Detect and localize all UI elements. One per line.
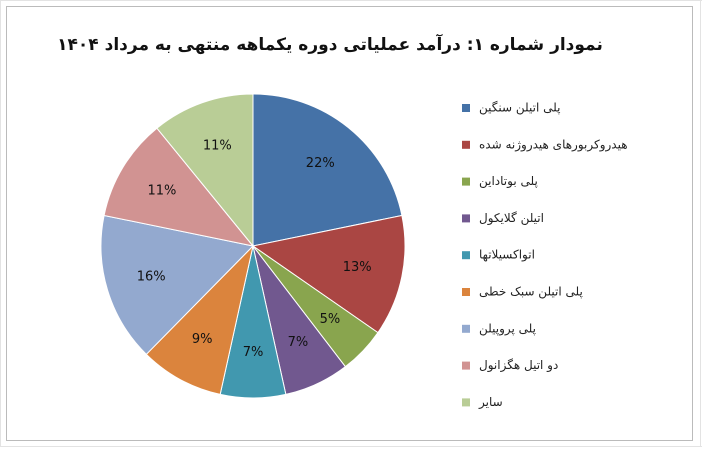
data-label: 11% [203,138,232,153]
pie-slice [156,93,254,248]
legend-swatch [462,398,470,407]
legend-label: پلی اتیلن سنگین [479,101,560,116]
legend-label: دو اتیل هگزانول [479,358,558,373]
pie-slice [252,93,403,247]
legend-label: اتیلن گلایکول [479,211,544,226]
legend-swatch [462,361,470,370]
legend-swatch [462,324,470,333]
legend-label: پلی اتیلن سبک خطی [479,285,583,300]
legend-label: سایر [478,395,503,410]
data-label: 7% [243,345,264,360]
data-label: 22% [306,156,335,171]
data-label: 9% [192,332,213,347]
data-label: 13% [343,260,372,275]
legend-label: پلی پروپیلن [479,321,536,336]
data-label: 7% [288,335,309,350]
data-label: 16% [137,269,166,284]
pie-slice [100,214,255,356]
legend-label: هیدروکربورهای هیدروژنه شده [479,137,628,152]
pie-slice [103,127,255,247]
legend-swatch [462,288,470,296]
legend-label: پلی بوتاداین [479,174,538,189]
data-label: 11% [148,183,177,198]
legend-swatch [462,104,470,112]
pie-slice [145,244,254,396]
legend-label: اتواکسیلاتها [479,248,535,263]
legend-swatch [462,140,470,149]
chart-title: نمودار شماره ۱: درآمد عملیاتی دوره یکماه… [57,33,603,55]
legend-swatch [462,251,470,260]
legend-swatch [462,177,470,186]
pie-slice [251,214,406,334]
data-label: 5% [320,312,341,327]
legend-swatch [462,214,470,223]
